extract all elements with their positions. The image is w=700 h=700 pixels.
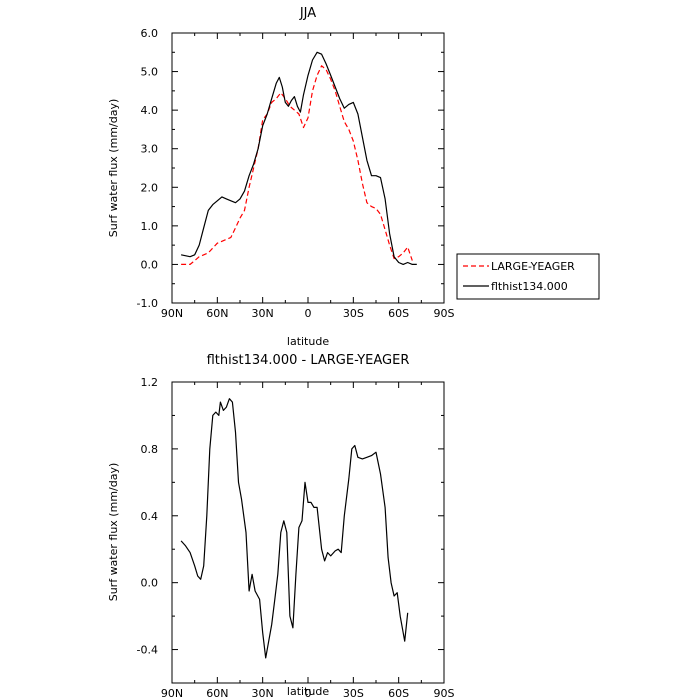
bottom-plot-frame (171, 381, 445, 684)
top-x-axis-label: latitude (287, 335, 329, 348)
top-chart: JJA 90N 60N 30N 0 30S 60S 90S -1.0 0.0 1.0 2.0 3.0… (107, 6, 455, 348)
bot-x-tick-label: 0 (305, 687, 312, 700)
top-y-tick-label: 5.0 (141, 66, 159, 79)
top-series-line-0 (181, 65, 413, 265)
top-y-tick-label: 3.0 (141, 143, 159, 156)
bot-x-tick-label: 90S (434, 687, 455, 700)
bottom-x-axis-label: latitude (287, 685, 329, 698)
legend: LARGE-YEAGER flthist134.000 (456, 253, 600, 300)
top-x-tick-label: 90N (161, 307, 183, 320)
top-x-tick-label: 30N (252, 307, 274, 320)
bot-series-line-0 (180, 398, 409, 659)
bot-y-tick-label: 0.8 (141, 443, 159, 456)
bottom-chart: flthist134.000 - LARGE-YEAGER 90N 60N 30N 0… (107, 353, 455, 700)
top-y-tick-label: 4.0 (141, 104, 159, 117)
top-x-tick-label: 90S (434, 307, 455, 320)
top-series-line-1 (180, 51, 417, 265)
bot-y-tick-label: 0.0 (141, 577, 159, 590)
bot-y-tick-label: 0.4 (141, 510, 159, 523)
top-chart-title: JJA (299, 6, 316, 21)
top-y-tick-label: 0.0 (141, 258, 159, 271)
bottom-chart-title: flthist134.000 - LARGE-YEAGER (207, 353, 410, 368)
top-y-tick-label: -1.0 (137, 297, 158, 310)
bot-x-tick-label: 60N (206, 687, 228, 700)
top-y-axis-label: Surf water flux (mm/day) (107, 99, 120, 238)
bot-x-tick-label: 30N (252, 687, 274, 700)
bot-y-tick-label: -0.4 (137, 644, 158, 657)
legend-label-large-yeager: LARGE-YEAGER (491, 260, 575, 273)
top-x-tick-label: 30S (343, 307, 364, 320)
top-plot-frame (171, 32, 445, 304)
top-y-tick-label: 6.0 (141, 27, 159, 40)
bot-x-tick-label: 30S (343, 687, 364, 700)
bot-x-tick-label: 60S (388, 687, 409, 700)
top-y-tick-label: 1.0 (141, 220, 159, 233)
top-x-tick-label: 60N (206, 307, 228, 320)
bot-y-tick-label: 1.2 (141, 376, 159, 389)
top-y-tick-label: 2.0 (141, 181, 159, 194)
legend-box (456, 253, 600, 300)
bottom-y-axis-label: Surf water flux (mm/day) (107, 463, 120, 602)
legend-label-flthist: flthist134.000 (491, 280, 568, 293)
top-x-tick-label: 0 (305, 307, 312, 320)
top-x-tick-label: 60S (388, 307, 409, 320)
bot-x-tick-label: 90N (161, 687, 183, 700)
